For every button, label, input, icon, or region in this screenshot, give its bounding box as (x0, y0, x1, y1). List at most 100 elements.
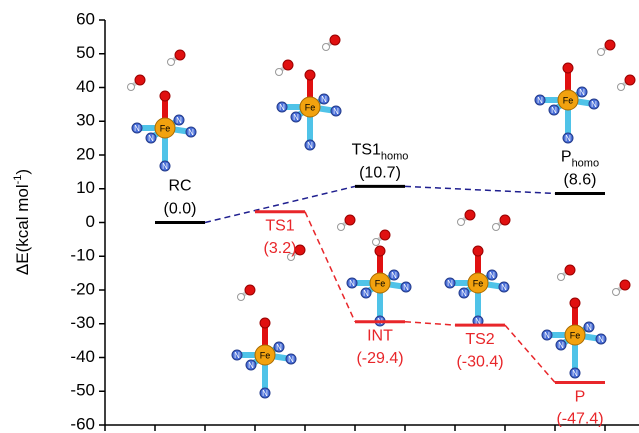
hydrogen (128, 84, 135, 91)
y-tick-label: 30 (76, 111, 95, 130)
level-label: TS1homo (352, 142, 409, 163)
n-label: N (321, 95, 327, 104)
y-tick-label: 60 (76, 9, 95, 28)
value-label: (8.6) (564, 172, 597, 189)
n-label: N (293, 113, 299, 122)
fe-label: Fe (570, 330, 581, 340)
n-label: N (262, 389, 268, 398)
oxygen (625, 75, 635, 85)
value-label: (10.7) (359, 165, 401, 182)
oxygen (565, 265, 575, 275)
oxygen (175, 50, 185, 60)
n-label: N (188, 128, 194, 137)
hydrogen (338, 224, 345, 231)
connector (305, 212, 355, 322)
oxygen (135, 75, 145, 85)
o-atom (260, 318, 270, 328)
y-tick-label: 40 (76, 77, 95, 96)
level-subscript: homo (572, 157, 600, 169)
level-label: TS2 (465, 331, 494, 348)
hydrogen (238, 294, 245, 301)
oxygen (605, 40, 615, 50)
level-label: P (575, 389, 586, 406)
y-tick-label: 50 (76, 43, 95, 62)
oxygen (345, 215, 355, 225)
hydrogen (458, 219, 465, 226)
chart: ΔE(kcal mol-1) NNNNNFeNNNNNFeNNNNNFeNNNN… (0, 0, 639, 433)
o-atom (563, 63, 573, 73)
n-label: N (288, 355, 294, 364)
y-label-end: ) (13, 169, 32, 175)
oxygen (380, 230, 390, 240)
hydrogen (558, 274, 565, 281)
level-name: INT (367, 328, 393, 345)
o-atom (375, 246, 385, 256)
y-tick-label: 0 (86, 212, 95, 231)
n-label: N (307, 141, 313, 150)
value-label: (-29.4) (356, 350, 403, 367)
y-tick-label: -20 (70, 279, 95, 298)
n-label: N (572, 369, 578, 378)
hydrogen (168, 59, 175, 66)
n-label: N (134, 124, 140, 133)
n-label: N (544, 331, 550, 340)
y-label-sup: -1 (12, 175, 24, 185)
level-label: TS1 (265, 218, 294, 235)
y-tick-label: -60 (70, 414, 95, 433)
level-label: INT (367, 328, 393, 345)
o-atom (305, 70, 315, 80)
n-label: N (586, 323, 592, 332)
connector (405, 186, 555, 193)
n-label: N (333, 107, 339, 116)
n-label: N (234, 351, 240, 360)
level-name: P (561, 149, 572, 166)
hydrogen (373, 239, 380, 246)
n-label: N (363, 289, 369, 298)
level-label: RC (168, 178, 191, 195)
y-tick-label: -50 (70, 381, 95, 400)
oxygen (620, 280, 630, 290)
fe-label: Fe (563, 95, 574, 105)
n-label: N (501, 283, 507, 292)
n-label: N (248, 361, 254, 370)
hydrogen (493, 224, 500, 231)
fe-label: Fe (305, 102, 316, 112)
level-label: Phomo (561, 149, 599, 170)
n-label: N (447, 279, 453, 288)
hydrogen (618, 84, 625, 91)
n-label: N (403, 283, 409, 292)
n-label: N (537, 96, 543, 105)
oxygen (283, 60, 293, 70)
n-label: N (276, 343, 282, 352)
n-label: N (162, 162, 168, 171)
n-label: N (279, 103, 285, 112)
n-label: N (558, 341, 564, 350)
oxygen (500, 215, 510, 225)
hydrogen (598, 49, 605, 56)
n-label: N (461, 289, 467, 298)
n-label: N (489, 271, 495, 280)
y-tick-label: -40 (70, 347, 95, 366)
n-label: N (176, 116, 182, 125)
oxygen (245, 285, 255, 295)
y-tick-label: 10 (76, 178, 95, 197)
level-name: RC (168, 178, 191, 195)
fe-label: Fe (160, 123, 171, 133)
level-subscript: homo (381, 150, 409, 162)
n-label: N (598, 335, 604, 344)
oxygen (295, 245, 305, 255)
level-name: P (575, 389, 586, 406)
n-label: N (349, 279, 355, 288)
y-label-text: ΔE(kcal mol (13, 184, 32, 275)
value-label: (-47.4) (556, 411, 603, 428)
level-name: TS1 (352, 142, 381, 159)
level-name: TS2 (465, 331, 494, 348)
y-axis-label: ΔE(kcal mol-1) (12, 169, 33, 275)
n-label: N (551, 106, 557, 115)
value-label: (3.2) (264, 240, 297, 257)
fe-label: Fe (473, 278, 484, 288)
hydrogen (323, 44, 330, 51)
n-label: N (579, 88, 585, 97)
hydrogen (276, 69, 283, 76)
n-label: N (591, 100, 597, 109)
